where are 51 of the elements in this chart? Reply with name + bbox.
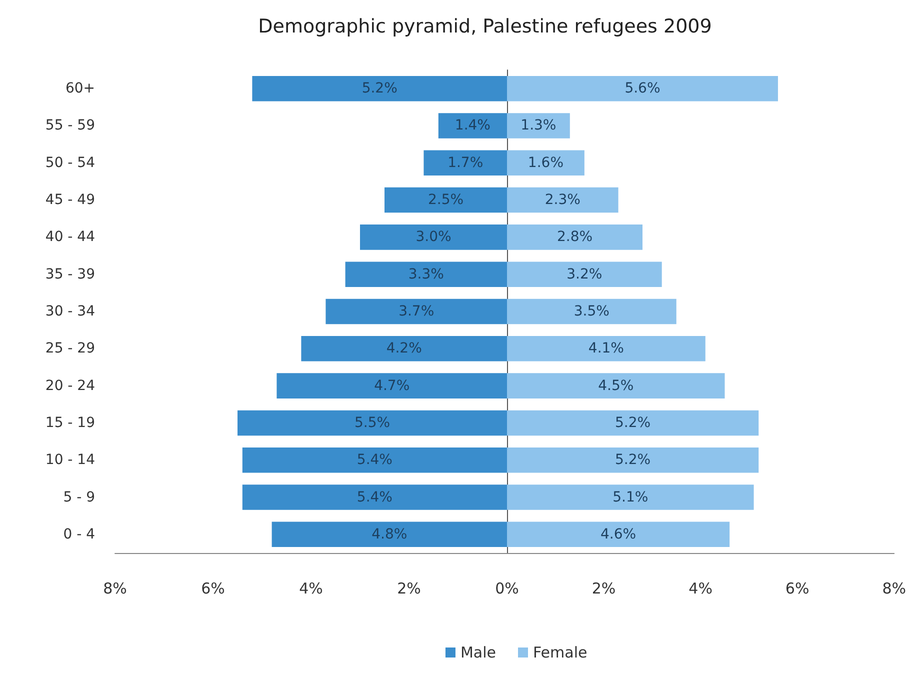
data-label: 1.3% — [520, 118, 556, 134]
chart-title: Demographic pyramid, Palestine refugees 2009 — [258, 16, 712, 38]
data-label: 5.2% — [615, 414, 651, 431]
data-label: 4.1% — [588, 340, 624, 357]
y-tick-label: 45 - 49 — [45, 192, 95, 208]
y-tick-label: 15 - 19 — [45, 414, 95, 431]
data-label: 5.2% — [615, 452, 651, 468]
x-tick-label: 6% — [201, 580, 225, 598]
x-tick-label: 2% — [592, 580, 616, 598]
x-tick-label: 0% — [495, 580, 519, 598]
data-label: 4.8% — [372, 526, 408, 542]
data-label: 1.6% — [528, 154, 564, 171]
y-tick-label: 20 - 24 — [45, 378, 96, 394]
data-label: 3.0% — [416, 229, 452, 246]
data-label: 2.3% — [544, 192, 580, 208]
y-tick-label: 5 - 9 — [63, 489, 95, 506]
data-label: 1.4% — [454, 118, 490, 134]
data-label: 3.3% — [408, 266, 444, 282]
data-label: 5.4% — [356, 489, 392, 506]
data-label: 1.7% — [448, 154, 484, 171]
data-label: 4.5% — [598, 378, 634, 394]
legend-label: Male — [460, 644, 496, 662]
y-tick-label: 25 - 29 — [45, 340, 95, 357]
data-label: 5.6% — [624, 80, 660, 97]
y-tick-label: 40 - 44 — [45, 229, 96, 246]
x-tick-label: 2% — [397, 580, 421, 598]
x-tick-label: 6% — [785, 580, 810, 598]
y-tick-label: 10 - 14 — [45, 452, 96, 468]
data-label: 4.7% — [374, 378, 410, 394]
data-label: 3.5% — [574, 304, 610, 320]
data-label: 4.6% — [600, 526, 636, 542]
x-tick-label: 8% — [103, 580, 127, 598]
x-tick-label: 4% — [299, 580, 323, 598]
data-label: 2.5% — [428, 192, 464, 208]
x-tick-label: 4% — [688, 580, 712, 598]
y-tick-label: 50 - 54 — [45, 154, 96, 171]
y-tick-label: 35 - 39 — [45, 266, 95, 282]
data-label: 5.4% — [356, 452, 392, 468]
x-tick-label: 8% — [882, 580, 906, 598]
data-label: 5.2% — [362, 80, 398, 97]
y-tick-label: 55 - 59 — [45, 118, 95, 134]
data-label: 3.7% — [398, 304, 434, 320]
data-label: 5.1% — [612, 489, 648, 506]
legend-label: Female — [533, 644, 588, 662]
data-label: 3.2% — [566, 266, 602, 282]
data-label: 4.2% — [386, 340, 422, 357]
y-tick-label: 0 - 4 — [63, 526, 96, 542]
data-label: 2.8% — [556, 229, 593, 246]
y-tick-label: 60+ — [65, 80, 95, 97]
y-tick-label: 30 - 34 — [45, 304, 96, 320]
data-label: 5.5% — [354, 414, 390, 431]
